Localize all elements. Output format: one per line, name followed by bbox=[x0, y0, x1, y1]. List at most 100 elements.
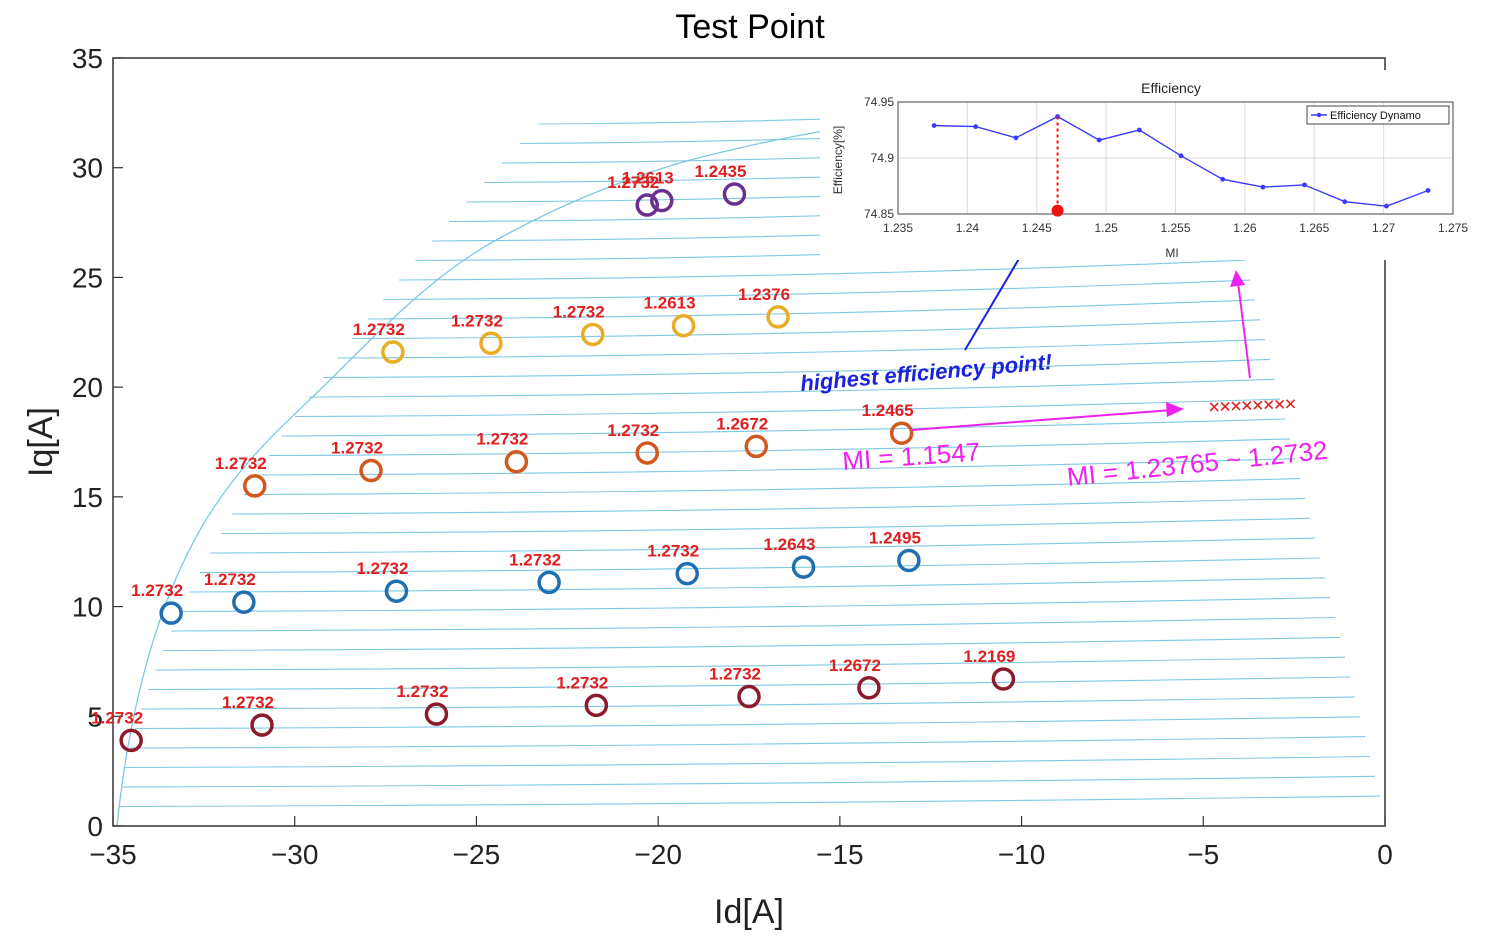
x-marker bbox=[1209, 402, 1219, 412]
y-tick-label: 20 bbox=[72, 372, 103, 403]
test-point-marker bbox=[744, 434, 769, 459]
test-point-marker bbox=[537, 570, 561, 595]
mi-arrow-up-head bbox=[1230, 270, 1245, 287]
mi-value-label: 1.2732 bbox=[396, 682, 448, 701]
test-point-markers: 1.2732 1.2732 1.2732 1.2732 1.2732 1.2672 1.21… bbox=[91, 162, 1015, 753]
contour-line bbox=[171, 616, 1336, 632]
x-axis-label: Id[A] bbox=[714, 893, 784, 931]
test-point-marker bbox=[159, 601, 183, 625]
mi-arrow-vertical bbox=[1237, 281, 1251, 379]
contour-line bbox=[199, 557, 1321, 574]
y-tick-label: 0 bbox=[87, 811, 103, 842]
mi-value-label: 1.2672 bbox=[829, 656, 881, 675]
x-tick-label: −5 bbox=[1187, 839, 1219, 870]
x-tick-label: 0 bbox=[1377, 839, 1393, 870]
test-point-marker bbox=[897, 548, 921, 573]
test-point-marker bbox=[479, 331, 503, 356]
inset-x-label: MI bbox=[1165, 246, 1178, 260]
contour-line bbox=[180, 597, 1331, 613]
inset-y-tick-label: 74.85 bbox=[864, 207, 894, 221]
test-point-marker bbox=[119, 728, 143, 753]
y-tick-label: 10 bbox=[72, 592, 103, 623]
mi-value-label: 1.2732 bbox=[91, 708, 143, 727]
contour-line bbox=[210, 537, 1316, 554]
test-point-marker bbox=[250, 713, 274, 737]
test-point-marker bbox=[675, 561, 699, 586]
x-marker bbox=[1231, 401, 1241, 411]
mi-value-label: 1.2613 bbox=[622, 169, 674, 188]
inset-x-tick-label: 1.265 bbox=[1299, 221, 1329, 235]
contour-line bbox=[281, 418, 1286, 437]
x-tick-label: −10 bbox=[998, 839, 1046, 870]
inset-x-tick-label: 1.24 bbox=[956, 221, 980, 235]
contour-line bbox=[367, 299, 1256, 320]
mi-value-label: 1.2732 bbox=[556, 673, 608, 692]
efficiency-point bbox=[1342, 199, 1348, 205]
x-tick-label: −25 bbox=[453, 839, 501, 870]
test-point-marker bbox=[766, 305, 790, 329]
mi-value-label: 1.2732 bbox=[204, 570, 256, 589]
inset-y-label: Efficiency[%] bbox=[831, 126, 845, 194]
test-point-marker bbox=[857, 676, 881, 700]
inset-ticks: 1.235 1.24 1.245 1.25 1.255 1.26 1.265 1.27 1.27… bbox=[864, 95, 1468, 235]
mi-value-label: 1.2435 bbox=[694, 162, 746, 181]
contour-line bbox=[308, 378, 1276, 398]
y-tick-label: 25 bbox=[72, 262, 103, 293]
x-marker bbox=[1285, 399, 1296, 409]
efficiency-point bbox=[1178, 153, 1184, 159]
test-point-marker bbox=[580, 322, 605, 347]
inset-y-tick-label: 74.9 bbox=[871, 151, 895, 165]
inset-y-tick-label: 74.95 bbox=[864, 95, 894, 109]
mi-value-label: 1.2732 bbox=[709, 665, 761, 684]
chart-title: Test Point bbox=[675, 8, 825, 46]
x-marker bbox=[1242, 401, 1252, 411]
efficiency-point bbox=[1302, 182, 1307, 188]
contour-line bbox=[124, 755, 1371, 769]
contour-line bbox=[232, 497, 1306, 515]
x-marker bbox=[1264, 400, 1274, 410]
mi-value-label: 1.2169 bbox=[963, 647, 1015, 666]
test-point-marker bbox=[424, 702, 449, 726]
y-axis-label: Iq[A] bbox=[22, 407, 60, 477]
inset-x-tick-label: 1.26 bbox=[1233, 221, 1257, 235]
x-tick-label: −35 bbox=[89, 839, 137, 870]
efficiency-point bbox=[1013, 135, 1019, 141]
efficiency-inset: Efficiency 1.235 1.24 1.245 1.25 1.255 1.26 1.… bbox=[820, 70, 1485, 260]
mi-value-label: 1.2732 bbox=[476, 430, 528, 449]
inset-x-tick-label: 1.235 bbox=[883, 221, 913, 235]
inset-x-tick-label: 1.27 bbox=[1372, 221, 1396, 235]
contour-line bbox=[220, 517, 1311, 535]
test-point-marker bbox=[889, 421, 914, 445]
efficiency-point bbox=[1384, 203, 1389, 209]
main-axis-ticks: −35 −30 −25 −20 −15 −10 −5 0 0 5 10 15 20 25 30 35 bbox=[72, 43, 1393, 870]
x-tick-label: −30 bbox=[271, 839, 319, 870]
mi-value-label: 1.2732 bbox=[553, 302, 605, 321]
efficiency-point bbox=[1260, 184, 1266, 190]
contour-line bbox=[162, 636, 1341, 652]
mi-value-label: 1.2732 bbox=[131, 581, 183, 600]
inset-title: Efficiency bbox=[1141, 80, 1201, 96]
x-tick-label: −15 bbox=[816, 839, 864, 870]
inset-x-tick-label: 1.245 bbox=[1022, 221, 1052, 235]
efficiency-point bbox=[1137, 127, 1142, 133]
mi-value-label: 1.2732 bbox=[509, 550, 561, 569]
inset-series bbox=[931, 114, 1431, 217]
test-point-marker bbox=[381, 340, 405, 364]
test-point-marker bbox=[584, 693, 609, 718]
test-point-marker bbox=[384, 579, 409, 603]
inset-legend-label: Efficiency Dynamo bbox=[1330, 110, 1421, 122]
contour-line bbox=[399, 259, 1246, 281]
efficiency-point bbox=[1220, 176, 1226, 182]
test-point-marker bbox=[359, 458, 383, 483]
mi-value-label: 1.2732 bbox=[331, 439, 383, 458]
mi-value-label: 1.2732 bbox=[356, 559, 408, 578]
mi-value-label: 1.2732 bbox=[607, 173, 659, 192]
contour-line bbox=[337, 339, 1266, 359]
y-tick-label: 5 bbox=[87, 701, 103, 732]
test-point-marker bbox=[737, 684, 761, 709]
contour-line bbox=[129, 736, 1366, 749]
x-marker bbox=[1275, 399, 1285, 409]
x-marker bbox=[1220, 401, 1230, 412]
mi-value-label: 1.2732 bbox=[647, 542, 699, 561]
